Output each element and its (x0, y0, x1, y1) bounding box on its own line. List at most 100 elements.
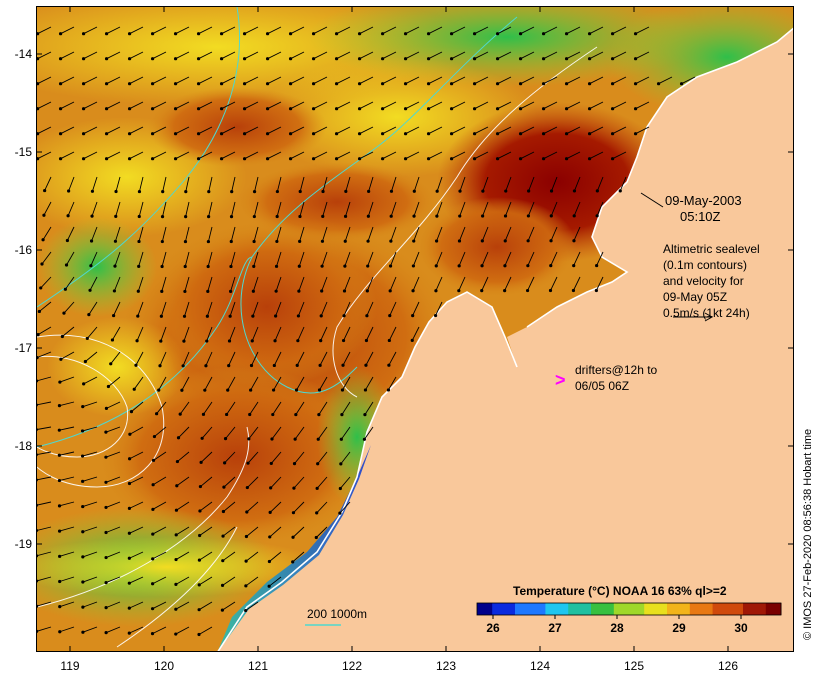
velocity-arrow-head (58, 32, 63, 36)
velocity-arrow-head (298, 239, 302, 243)
velocity-arrow (273, 351, 282, 366)
colorbar-cell (773, 603, 782, 615)
velocity-arrow (198, 76, 213, 85)
velocity-arrow (62, 326, 75, 337)
velocity-arrow (246, 501, 259, 513)
velocity-arrow (520, 126, 535, 135)
velocity-arrow-head (364, 338, 369, 343)
velocity-arrow (566, 76, 581, 85)
velocity-arrow (201, 426, 213, 439)
velocity-arrow-head (541, 107, 546, 111)
colorbar-cell (758, 603, 767, 615)
velocity-arrow-head (127, 157, 132, 161)
velocity-arrow (91, 201, 98, 217)
velocity-arrow-head (150, 32, 155, 36)
velocity-arrow (129, 26, 144, 35)
velocity-arrow (198, 51, 213, 60)
velocity-arrow-head (127, 556, 131, 560)
velocity-arrow-head (481, 214, 485, 218)
velocity-arrow (175, 51, 190, 60)
velocity-arrow (589, 51, 604, 60)
velocity-arrow (254, 176, 259, 192)
velocity-arrow (184, 251, 190, 267)
velocity-arrow-head (90, 189, 95, 193)
velocity-arrow (68, 176, 75, 192)
velocity-arrow (110, 351, 121, 365)
velocity-arrow-head (503, 239, 507, 243)
colorbar-cell (720, 603, 729, 615)
velocity-arrow (253, 201, 259, 217)
velocity-arrow-head (321, 214, 325, 218)
colorbar-cell (750, 603, 759, 615)
velocity-arrow (152, 576, 167, 585)
velocity-arrow (184, 301, 190, 317)
velocity-arrow-head (197, 608, 201, 612)
velocity-arrow-head (151, 557, 155, 561)
velocity-arrow (60, 351, 75, 360)
velocity-arrow (41, 251, 52, 265)
velocity-arrow-head (311, 57, 316, 61)
velocity-arrow (270, 451, 282, 464)
velocity-arrow-head (244, 608, 248, 613)
velocity-arrow (573, 276, 581, 291)
velocity-arrow (474, 151, 489, 160)
velocity-arrow-head (127, 132, 132, 136)
velocity-arrow-head (364, 363, 368, 367)
velocity-arrow (543, 26, 558, 35)
velocity-arrow (152, 51, 167, 60)
colorbar-cell (537, 603, 546, 615)
velocity-arrow-head (127, 32, 132, 36)
velocity-arrow-head (37, 82, 40, 86)
velocity-arrow-head (161, 190, 165, 194)
velocity-arrow-head (88, 288, 92, 292)
velocity-arrow (253, 251, 259, 267)
velocity-arrow (365, 376, 374, 391)
velocity-arrow (405, 151, 420, 160)
velocity-arrow (222, 601, 236, 611)
velocity-arrow-head (411, 264, 416, 268)
velocity-arrow (551, 176, 558, 192)
velocity-arrow (527, 226, 535, 241)
y-tick-label: -17 (15, 341, 33, 355)
velocity-arrow-head (449, 82, 454, 86)
velocity-arrow-head (271, 388, 276, 392)
velocity-arrow-head (274, 264, 279, 268)
velocity-arrow (428, 126, 443, 135)
velocity-arrow (247, 476, 259, 488)
velocity-arrow-head (127, 481, 132, 486)
velocity-arrow (612, 126, 627, 135)
velocity-arrow-head (457, 239, 462, 243)
velocity-arrow (299, 226, 305, 242)
velocity-arrow (221, 101, 236, 110)
velocity-arrow-head (37, 403, 38, 407)
velocity-arrow-head (412, 214, 416, 218)
colorbar-cell (515, 603, 524, 615)
velocity-arrow (345, 176, 351, 192)
velocity-arrow-head (265, 57, 270, 61)
velocity-arrow-head (151, 458, 156, 462)
velocity-arrow-head (518, 107, 523, 111)
velocity-arrow (504, 276, 512, 291)
velocity-arrow (129, 526, 144, 534)
velocity-arrow-head (198, 484, 203, 489)
velocity-arrow (135, 351, 144, 366)
velocity-arrow (227, 376, 236, 391)
drifters-legend: drifters@12h to 06/05 06Z (575, 363, 658, 393)
velocity-arrow-head (362, 437, 367, 441)
colorbar-tick-label: 26 (486, 621, 500, 635)
velocity-arrow (428, 101, 443, 110)
colorbar-tick-label: 28 (610, 621, 624, 635)
velocity-arrow-head (311, 132, 316, 136)
velocity-arrow (318, 401, 328, 415)
velocity-arrow-head (595, 214, 599, 218)
velocity-arrow (344, 251, 351, 267)
velocity-arrow-head (388, 264, 393, 268)
colorbar-cell (697, 603, 706, 615)
velocity-arrow (459, 176, 466, 192)
velocity-arrow (497, 101, 512, 110)
velocity-arrow (152, 526, 167, 535)
colorbar-cell (727, 603, 736, 615)
velocity-arrow (86, 326, 98, 339)
velocity-arrow (83, 376, 98, 385)
velocity-arrow (221, 126, 236, 135)
